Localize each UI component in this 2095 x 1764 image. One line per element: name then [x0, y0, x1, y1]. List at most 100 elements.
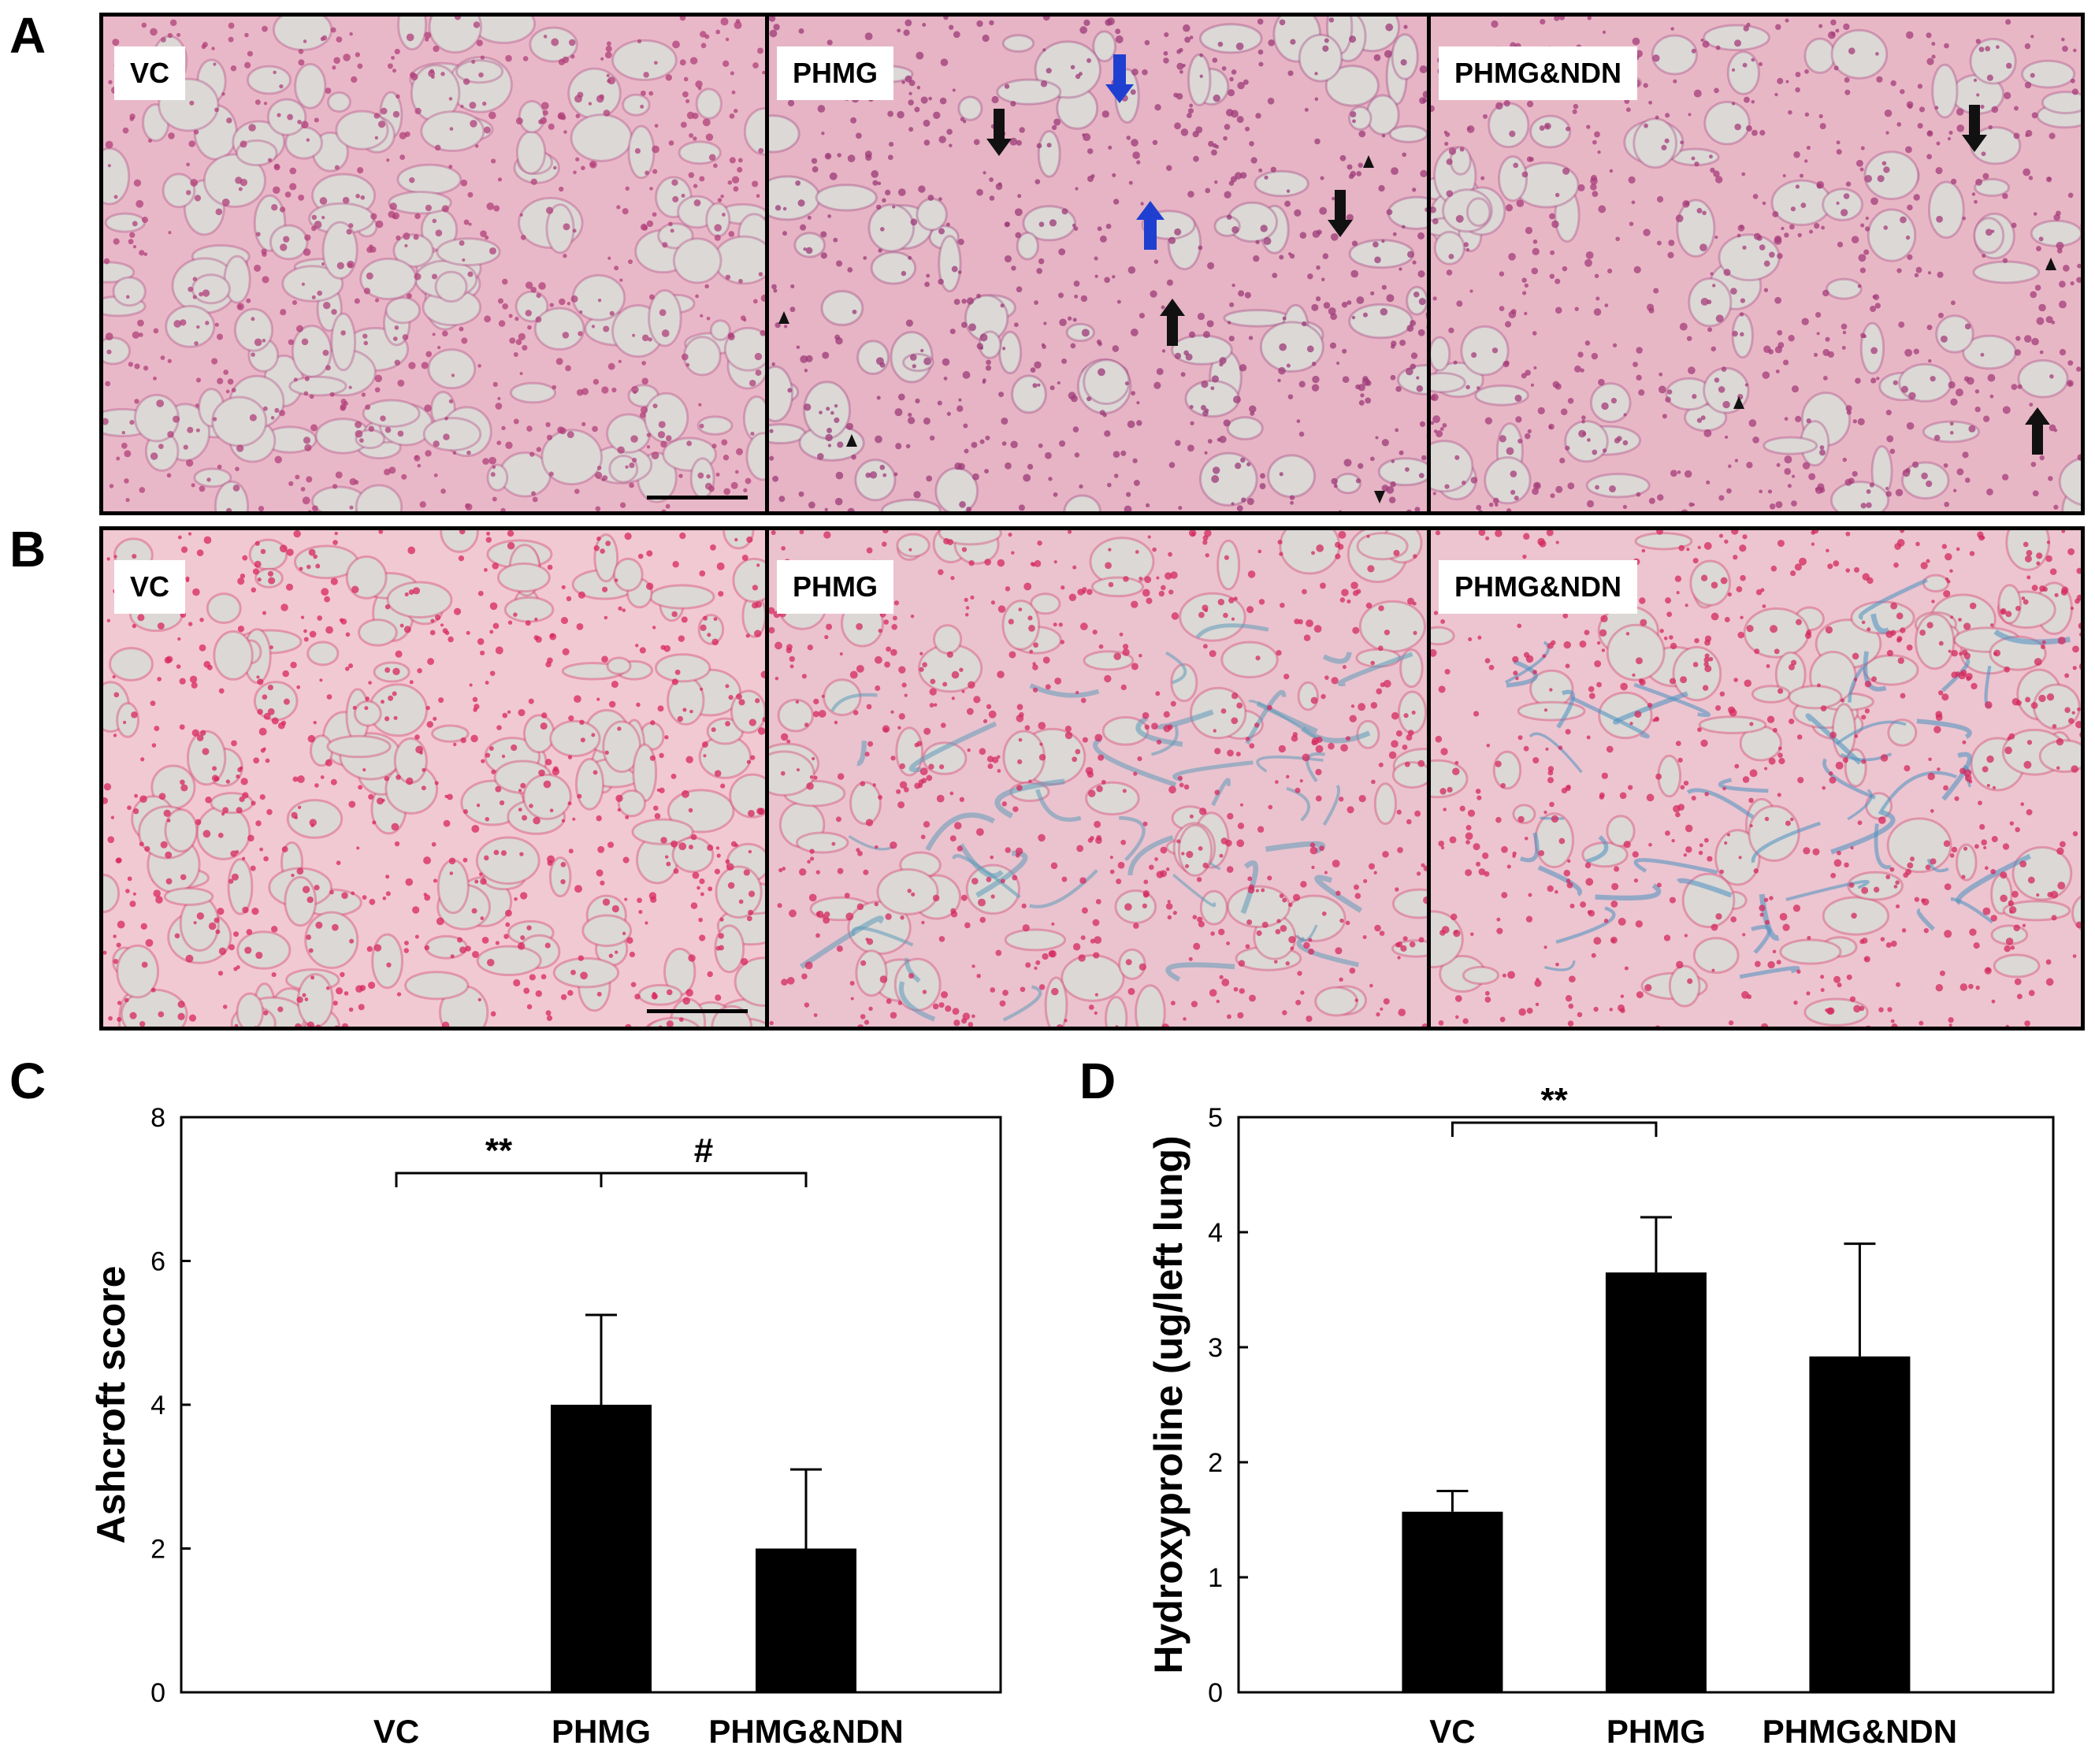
nucleus: [1234, 987, 1239, 992]
nucleus: [331, 577, 338, 585]
nucleus: [1777, 960, 1781, 964]
nucleus: [375, 1027, 383, 1031]
nucleus: [1054, 560, 1057, 563]
nucleus: [206, 477, 210, 481]
nucleus: [758, 727, 765, 734]
nucleus: [1286, 775, 1289, 778]
nucleus: [404, 626, 411, 633]
nucleus: [165, 852, 172, 859]
nucleus: [223, 1005, 228, 1009]
airspace: [851, 782, 881, 824]
nucleus: [568, 715, 574, 721]
nucleus: [374, 375, 382, 383]
nucleus: [478, 591, 484, 596]
airspace: [398, 165, 461, 194]
nucleus: [1282, 898, 1287, 903]
nucleus: [2001, 610, 2005, 614]
nucleus: [607, 841, 614, 848]
nucleus: [1247, 876, 1252, 881]
airspace: [1280, 530, 1339, 574]
nucleus: [1551, 815, 1558, 823]
nucleus: [1858, 820, 1863, 825]
nucleus: [897, 801, 904, 808]
airspace: [363, 400, 419, 426]
nucleus: [158, 622, 165, 629]
nucleus: [775, 677, 779, 681]
bar: [551, 1405, 652, 1692]
nucleus: [1439, 685, 1446, 693]
nucleus: [1527, 1008, 1533, 1014]
black-arrow-icon: [2025, 407, 2050, 455]
nucleus: [790, 664, 794, 668]
nucleus: [901, 682, 906, 687]
nucleus: [1979, 824, 1985, 830]
airspace: [1888, 819, 1951, 872]
nucleus: [1405, 762, 1410, 767]
nucleus: [1341, 589, 1349, 596]
nucleus: [2017, 993, 2023, 999]
nucleus: [1231, 693, 1238, 699]
nucleus: [1213, 729, 1217, 732]
nucleus: [882, 725, 890, 733]
nucleus: [816, 870, 820, 874]
nucleus: [336, 471, 343, 478]
nucleus: [693, 184, 697, 188]
nucleus: [744, 869, 750, 875]
nucleus: [911, 615, 914, 618]
nucleus: [728, 180, 733, 185]
nucleus: [1403, 936, 1408, 941]
nucleus: [1620, 683, 1628, 691]
airspace: [1670, 966, 1699, 1006]
nucleus: [1417, 760, 1425, 767]
nucleus: [1628, 1029, 1633, 1031]
nucleus: [812, 757, 815, 760]
nucleus: [2019, 860, 2026, 867]
nucleus: [448, 637, 453, 642]
nucleus: [233, 485, 240, 492]
significance-bracket: [601, 1173, 806, 1187]
nucleus: [1016, 785, 1023, 791]
nucleus: [1538, 850, 1544, 856]
nucleus: [385, 604, 390, 609]
airspace: [856, 951, 886, 996]
nucleus: [1940, 971, 1945, 976]
nucleus: [702, 741, 708, 748]
nucleus: [1468, 810, 1475, 817]
nucleus: [719, 1029, 726, 1031]
y-tick-label: 1: [1208, 1563, 1223, 1593]
nucleus: [1082, 587, 1087, 592]
nucleus: [593, 770, 598, 774]
nucleus: [173, 416, 180, 423]
nucleus: [1851, 913, 1856, 919]
nucleus: [218, 833, 224, 838]
nucleus: [188, 532, 191, 535]
nucleus: [255, 541, 260, 546]
nucleus: [511, 1029, 514, 1031]
nucleus: [116, 858, 121, 863]
nucleus: [232, 874, 239, 881]
nucleus: [1936, 714, 1943, 721]
nucleus: [900, 763, 905, 769]
airspace: [1360, 601, 1425, 652]
nucleus: [1417, 871, 1421, 875]
nucleus: [1064, 1019, 1067, 1022]
nucleus: [908, 548, 912, 551]
nucleus: [454, 608, 461, 615]
nucleus: [161, 841, 168, 849]
nucleus: [351, 586, 358, 593]
nucleus: [424, 404, 431, 411]
nucleus: [1523, 533, 1529, 540]
nucleus: [357, 63, 362, 69]
nucleus: [1985, 866, 1989, 870]
nucleus: [150, 700, 156, 706]
nucleus: [607, 41, 611, 46]
nucleus: [801, 974, 808, 980]
nucleus: [451, 373, 455, 377]
nucleus: [930, 703, 934, 707]
nucleus: [404, 941, 409, 945]
nucleus: [1205, 553, 1209, 557]
nucleus: [1139, 577, 1142, 581]
nucleus: [128, 239, 134, 244]
nucleus: [1123, 576, 1129, 582]
tile-label-vc: VC: [114, 560, 185, 614]
